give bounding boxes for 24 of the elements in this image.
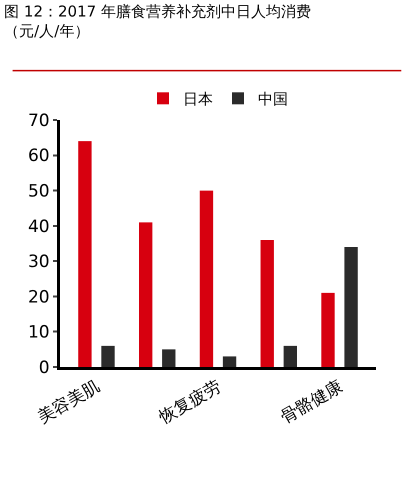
- x-tick-label: 美容美肌: [34, 376, 104, 428]
- y-tick-label: 0: [38, 358, 50, 378]
- x-tick-label: 恢复疲劳: [154, 376, 225, 428]
- bar: [162, 349, 176, 367]
- bar: [139, 222, 152, 367]
- legend-label: 日本: [183, 90, 213, 108]
- bar: [284, 346, 297, 367]
- y-tick-label: 40: [28, 216, 50, 237]
- y-tick-label: 10: [28, 322, 50, 343]
- y-tick-label: 30: [28, 252, 50, 272]
- bar: [222, 356, 236, 367]
- legend-label: 中国: [258, 90, 288, 108]
- bar: [344, 247, 358, 367]
- bar: [321, 292, 335, 367]
- bar: [200, 190, 214, 367]
- chart-title: 图 12：2017 年膳食营养补充剂中日人均消费（元/人/年）: [4, 2, 311, 40]
- y-tick-label: 20: [28, 287, 50, 308]
- y-tick-label: 50: [28, 182, 50, 202]
- y-tick-label: 70: [28, 110, 50, 131]
- bar: [101, 346, 115, 367]
- y-tick-label: 60: [28, 146, 50, 166]
- bar: [78, 141, 92, 367]
- bar: [260, 240, 274, 367]
- x-tick-label: 骨骼健康: [277, 376, 346, 428]
